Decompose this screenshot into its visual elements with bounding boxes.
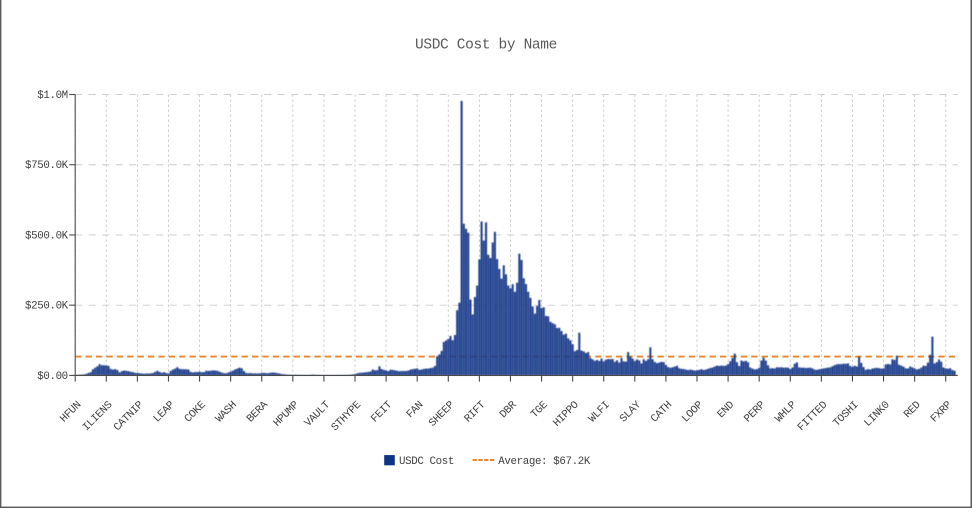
- svg-text:USDC Cost by Name: USDC Cost by Name: [415, 38, 557, 54]
- svg-text:$1.0M: $1.0M: [37, 90, 68, 102]
- svg-text:$750.0K: $750.0K: [25, 160, 69, 172]
- svg-text:Average: $67.2K: Average: $67.2K: [498, 456, 591, 468]
- svg-text:$500.0K: $500.0K: [25, 230, 69, 242]
- svg-text:USDC Cost: USDC Cost: [399, 456, 454, 468]
- svg-text:$250.0K: $250.0K: [25, 301, 69, 313]
- svg-text:$0.00: $0.00: [37, 371, 68, 383]
